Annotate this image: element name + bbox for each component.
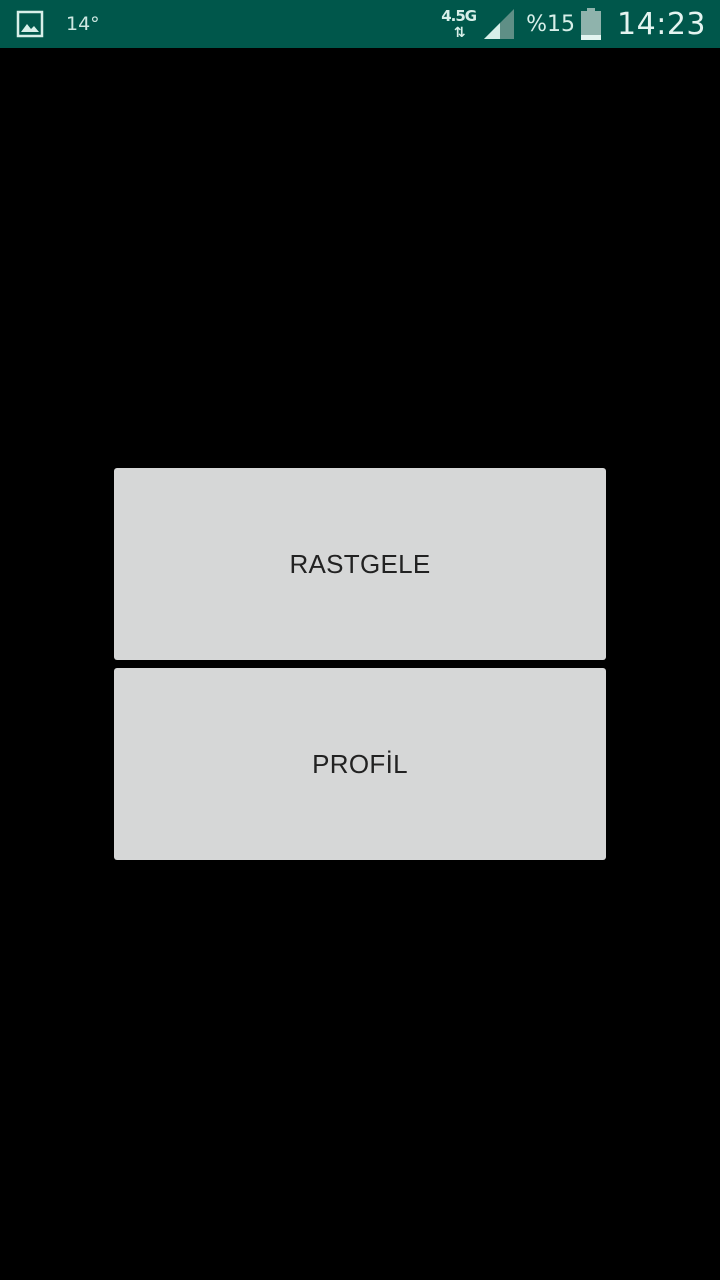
profile-button[interactable]: PROFİL <box>114 668 606 860</box>
battery-icon <box>581 8 602 40</box>
status-bar-left: 14° <box>16 8 100 40</box>
status-bar-right: 4.5G ⇅ %15 14:23 <box>441 4 706 44</box>
data-activity-icon: ⇅ <box>453 24 466 40</box>
status-bar: 14° 4.5G ⇅ %15 14:23 <box>0 0 720 48</box>
network-indicator: 4.5G ⇅ <box>441 7 477 40</box>
battery-percent-text: %15 <box>526 11 576 37</box>
signal-icon <box>484 9 515 39</box>
temperature-text: 14° <box>66 13 100 35</box>
gallery-icon <box>16 10 44 38</box>
random-button[interactable]: RASTGELE <box>114 468 606 660</box>
network-type-label: 4.5G <box>441 7 477 25</box>
clock-text: 14:23 <box>617 6 706 42</box>
